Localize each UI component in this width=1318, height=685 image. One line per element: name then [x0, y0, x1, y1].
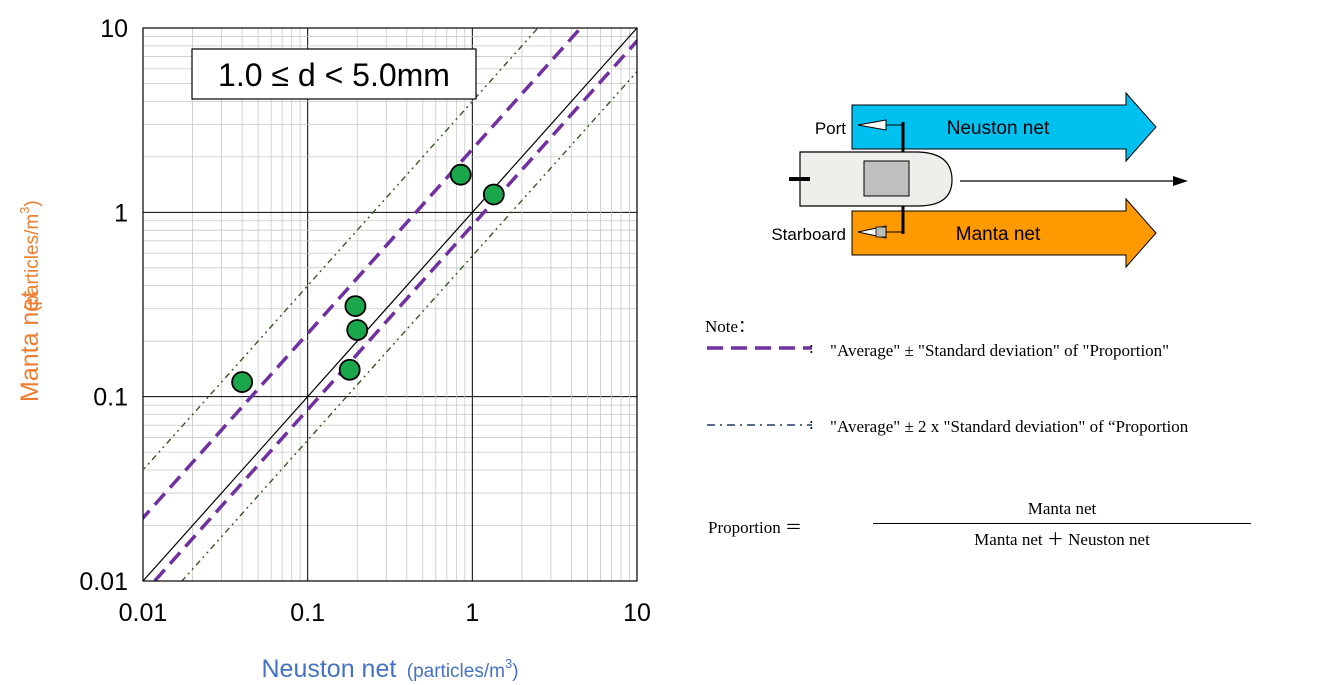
x-axis-unit-sup: 3 [505, 656, 512, 671]
x-axis-title: Neuston net [261, 655, 396, 683]
data-point [231, 371, 254, 393]
starboard-net-icon [857, 225, 903, 239]
manta-net-arrow [851, 197, 1157, 269]
note-row-2-colon: : [809, 414, 814, 433]
y-axis-unit-group: (particles/m3) [17, 200, 43, 312]
x-tick-labels: 0.01 0.1 1 10 [119, 599, 651, 627]
x-axis-unit-close: ) [512, 661, 518, 682]
neuston-net-arrow [851, 91, 1157, 163]
x-tick-label: 0.01 [119, 599, 168, 627]
x-axis-unit: (particles/m [407, 661, 505, 682]
data-point [449, 163, 472, 186]
y-axis-unit-close: ) [22, 200, 43, 206]
x-tick-label: 0.1 [290, 599, 325, 627]
formula-denominator: Manta net ＋ Neuston net [974, 530, 1150, 549]
data-point [482, 183, 505, 206]
y-axis-unit: (particles/m [22, 214, 43, 312]
reference-line-dashdotdot [143, 28, 539, 472]
y-axis-unit-text: (particles/m3) [17, 200, 43, 312]
note-row-1-text: "Average" ± "Standard deviation" of "Pro… [830, 341, 1170, 360]
data-point [338, 358, 361, 381]
y-tick-label: 10 [100, 15, 128, 43]
formula-lhs: Proportion ＝ [708, 518, 802, 537]
size-range-annotation: 1.0 ≤ d < 5.0mm [218, 57, 450, 93]
neuston-net-label: Neuston net [947, 118, 1050, 139]
x-axis-label: Neuston net (particles/m3) [261, 655, 518, 683]
formula-fraction: Manta net Manta net ＋ Neuston net [873, 497, 1251, 552]
reference-lines [143, 28, 637, 581]
data-points [231, 163, 505, 393]
legend-symbols [707, 346, 812, 426]
x-tick-label: 1 [465, 599, 479, 627]
towing-diagram: Neuston net Manta net Port Starboard [771, 91, 1188, 269]
port-label: Port [815, 119, 846, 138]
y-tick-label: 0.01 [79, 568, 128, 596]
grid-lines [143, 28, 637, 581]
reference-line-dashdotdot [181, 70, 637, 581]
reference-line-solid [143, 28, 637, 581]
x-tick-label: 10 [623, 599, 651, 627]
y-tick-labels: 0.01 0.1 1 10 [79, 15, 128, 596]
note-row-2-text: "Average" ± 2 x "Standard deviation" of … [830, 417, 1189, 436]
annotation-box [191, 48, 477, 100]
boat-cabin [863, 160, 910, 197]
reference-line-dashed [143, 28, 583, 521]
y-axis-unit-sup: 3 [17, 207, 32, 214]
port-net-icon [857, 119, 903, 131]
proportion-formula: Proportion ＝ Manta net Manta net ＋ Neust… [708, 497, 1308, 557]
data-point [344, 295, 367, 317]
y-tick-label: 0.1 [93, 384, 128, 412]
starboard-label: Starboard [771, 225, 846, 244]
formula-numerator: Manta net [1027, 499, 1097, 518]
y-axis-label: Manta net [16, 291, 44, 402]
reference-line-dashed [152, 38, 637, 581]
formula-bar [873, 523, 1251, 524]
plot-frame [142, 27, 638, 582]
manta-net-label: Manta net [956, 224, 1041, 245]
data-point [346, 319, 369, 341]
note-title: Note： [705, 317, 756, 336]
direction-arrow-head [1173, 176, 1188, 186]
log-log-scatter-chart: 0.01 0.1 1 10 0.01 0.1 1 10 1.0 ≤ d < 5.0mm Ne… [16, 15, 651, 683]
y-axis-title: Manta net [16, 291, 44, 402]
y-tick-label: 1 [114, 199, 128, 227]
note-row-1-colon: : [809, 338, 814, 357]
